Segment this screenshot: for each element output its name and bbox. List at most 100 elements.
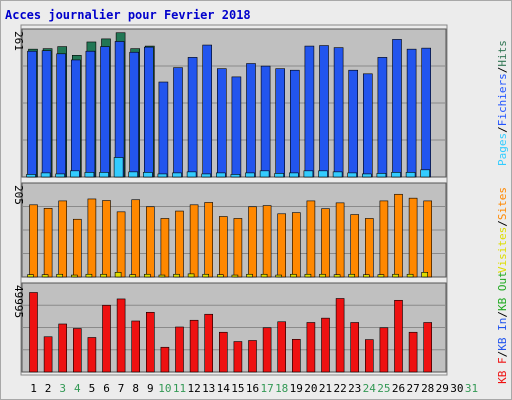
x-tick-label: 12: [187, 382, 200, 395]
fichiers-bar: [144, 46, 154, 178]
sites-bar: [175, 210, 184, 278]
pages-bar: [259, 170, 270, 178]
fichiers-bar: [27, 50, 37, 178]
visites-bar: [27, 274, 34, 278]
fichiers-bar: [260, 65, 271, 178]
sites-bar: [43, 208, 53, 278]
pages-bar: [391, 172, 401, 178]
visites-bar: [41, 274, 49, 278]
kb-f-bar: [87, 337, 97, 373]
pages-bar: [332, 171, 343, 178]
x-tick-label: 1: [30, 382, 37, 395]
fichiers-bar: [377, 57, 388, 178]
fichiers-bar: [85, 50, 96, 178]
fichiers-bar: [231, 76, 242, 178]
kb-f-bar: [102, 304, 111, 373]
pages-bar: [55, 173, 66, 178]
kb-f-bar: [321, 317, 330, 373]
pages-bar: [303, 170, 314, 178]
visites-bar: [362, 274, 370, 278]
pages-bar: [26, 174, 36, 178]
fichiers-bar: [319, 45, 329, 178]
x-tick-label: 26: [392, 382, 405, 395]
pages-bar: [318, 170, 328, 178]
visites-bar: [231, 274, 239, 278]
y-axis-label-part: /: [496, 67, 509, 74]
sites-bar: [423, 200, 433, 278]
kb-f-bar: [364, 339, 374, 373]
kb-f-bar: [335, 298, 345, 373]
pages-bar: [99, 172, 109, 178]
fichiers-bar: [289, 69, 300, 178]
kb-f-bar: [58, 323, 68, 373]
y-axis-label-part: KB In: [496, 318, 509, 351]
sites-bar: [306, 200, 316, 278]
sites-bar: [160, 218, 170, 278]
sites-bar: [291, 212, 301, 278]
x-tick-label: 27: [406, 382, 419, 395]
visites-bar: [100, 273, 107, 278]
x-tick-label: 15: [231, 382, 244, 395]
x-tick-label: 25: [377, 382, 390, 395]
kb-f-bar: [131, 320, 140, 373]
fichiers-bar: [362, 73, 373, 178]
kb-f-bar: [262, 327, 272, 373]
visites-bar: [333, 274, 341, 278]
x-tick-label: 24: [363, 382, 377, 395]
visites-bar: [158, 274, 166, 278]
kb-f-bar: [408, 331, 418, 373]
pages-bar: [113, 157, 124, 178]
visites-bar: [144, 273, 151, 278]
sites-bar: [219, 216, 228, 278]
pages-bar: [84, 172, 95, 178]
fichiers-bar: [275, 68, 286, 178]
y-axis-label-part: Sites: [496, 187, 509, 220]
visites-bar: [304, 273, 312, 278]
x-tick-label: 28: [421, 382, 434, 395]
sites-bar: [87, 198, 97, 278]
y-axis-label-part: Visites: [496, 227, 509, 273]
kb-f-bar: [394, 299, 403, 373]
fichiers-bar: [392, 39, 402, 178]
kb-f-bar: [160, 346, 170, 373]
y-max-label-kb: 49995: [12, 285, 25, 318]
y-axis-label-part: /: [496, 220, 509, 227]
fichiers-bar: [173, 67, 183, 178]
visites-bar: [319, 273, 326, 278]
pages-bar: [216, 172, 226, 178]
x-tick-label: 10: [158, 382, 171, 395]
visites-bar: [348, 273, 356, 278]
kb-f-bar: [277, 321, 287, 373]
pages-bar: [376, 173, 387, 178]
fichiers-bar: [56, 53, 67, 178]
sites-bar: [29, 204, 38, 278]
fichiers-bar: [406, 48, 417, 178]
x-tick-label: 13: [202, 382, 215, 395]
x-tick-label: 11: [173, 382, 186, 395]
y-axis-label-part: Pages: [496, 133, 509, 166]
pages-bar: [70, 170, 80, 178]
pages-bar: [361, 173, 372, 178]
sites-bar: [262, 205, 272, 278]
x-tick-label: 7: [118, 382, 125, 395]
fichiers-bar: [333, 47, 344, 178]
sites-bar: [248, 206, 257, 278]
y-axis-label-part: /: [496, 311, 509, 318]
pages-bar: [157, 173, 168, 178]
y-axis-label-part: KB Out: [496, 271, 509, 311]
chart-title: Acces journalier pour Fevrier 2018: [5, 8, 251, 22]
kb-f-bar: [204, 313, 213, 373]
visites-bar: [173, 273, 180, 278]
sites-bar: [350, 214, 360, 278]
x-tick-label: 2: [45, 382, 52, 395]
sites-bar: [364, 218, 374, 278]
kb-f-bar: [219, 331, 228, 373]
y-axis-label-part: /: [496, 126, 509, 133]
pages-bar: [405, 172, 416, 178]
pages-bar: [172, 172, 182, 178]
kb-f-bar: [43, 336, 53, 373]
kb-f-bar: [116, 298, 126, 373]
kb-f-bar: [248, 340, 257, 373]
y-axis-label-part: KB F: [496, 357, 509, 384]
pages-bar: [186, 171, 197, 178]
